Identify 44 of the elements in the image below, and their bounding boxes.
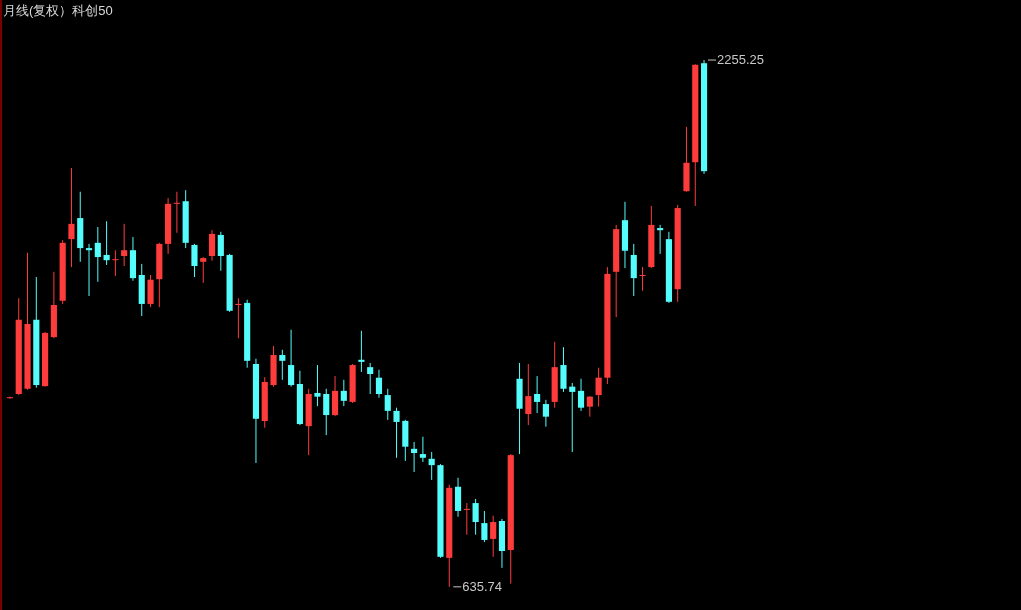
candlestick bbox=[657, 224, 664, 255]
candlestick bbox=[472, 498, 479, 536]
candlestick bbox=[367, 362, 374, 395]
candlestick bbox=[384, 388, 391, 421]
candlestick bbox=[419, 436, 426, 463]
annotation: 635.74 bbox=[462, 578, 503, 594]
candlestick bbox=[630, 243, 637, 297]
candlestick bbox=[542, 399, 549, 428]
candlestick bbox=[534, 375, 541, 414]
candlestick bbox=[577, 378, 585, 412]
candlestick bbox=[173, 191, 180, 234]
candlestick bbox=[586, 395, 593, 418]
candlestick bbox=[235, 297, 242, 339]
candlestick bbox=[525, 363, 532, 426]
candlestick bbox=[323, 388, 330, 436]
candlestick bbox=[490, 515, 497, 558]
candlestick bbox=[103, 220, 110, 266]
candlestick bbox=[68, 167, 75, 268]
candlestick bbox=[393, 407, 400, 459]
candlestick bbox=[200, 256, 207, 284]
candlestick bbox=[358, 330, 365, 373]
candlestick bbox=[279, 349, 286, 381]
candlestick bbox=[481, 510, 488, 543]
candlestick bbox=[314, 364, 321, 407]
candlestick bbox=[560, 346, 567, 393]
candlestick bbox=[340, 379, 347, 407]
candlestick bbox=[411, 441, 418, 473]
candlestick bbox=[208, 229, 216, 262]
candlestick bbox=[639, 266, 646, 292]
candlestick bbox=[463, 502, 470, 536]
candlestick bbox=[569, 382, 576, 453]
candlestick bbox=[191, 243, 198, 278]
candlestick bbox=[94, 226, 101, 283]
candlestick bbox=[217, 231, 224, 272]
candlestick bbox=[85, 243, 93, 297]
candlestick bbox=[6, 396, 14, 400]
candlestick bbox=[121, 223, 128, 267]
chart-title: 月线(复权）科创50 bbox=[3, 3, 113, 18]
candlestick bbox=[595, 367, 602, 408]
candlestick bbox=[288, 329, 295, 388]
candlestick bbox=[112, 249, 119, 277]
candlestick bbox=[375, 369, 383, 399]
text: 2255.25 bbox=[717, 52, 765, 68]
candlestick bbox=[428, 451, 435, 481]
